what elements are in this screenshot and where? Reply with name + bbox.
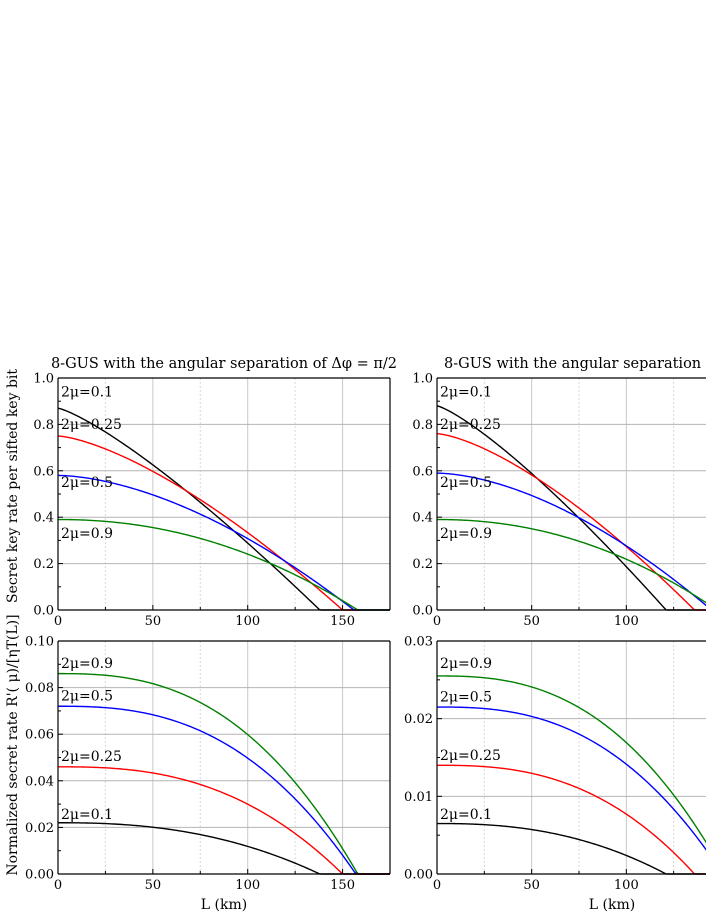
series-line-4 [437, 822, 706, 875]
series-line-3 [437, 472, 706, 607]
series-label-2: 2μ=0.5 [61, 688, 113, 704]
series-label-4: 2μ=0.1 [440, 807, 492, 823]
x-tick-label: 0 [54, 614, 62, 629]
series-line-2 [58, 705, 390, 875]
axes-frame [436, 377, 706, 611]
y-tick-label: 0.6 [412, 464, 433, 479]
x-tick-label: 100 [614, 878, 639, 893]
series-label-4: 2μ=0.9 [61, 526, 113, 542]
y-tick-label: 0.02 [25, 821, 54, 836]
y-tick-label: 1.0 [33, 372, 54, 387]
plot-area: 2μ=0.1 2μ=0.25 2μ=0.5 2μ=0.9 [58, 377, 390, 611]
y-axis-label-bottom: Normalized secret rate R'( μ)/[ηT(L)] [5, 614, 21, 875]
x-tick-label: 150 [330, 878, 355, 893]
x-tick-label: 0 [54, 878, 62, 893]
y-tick-label: 0.06 [25, 728, 54, 743]
x-tick-label: 100 [235, 878, 260, 893]
y-tick-label: 0.8 [412, 418, 433, 433]
y-tick-label: 0.0 [33, 604, 54, 619]
series-line-1 [58, 672, 390, 875]
y-tick-label: 0.02 [404, 712, 433, 727]
series-line-3 [58, 474, 390, 611]
series-line-1 [437, 675, 706, 844]
y-tick-label: 0.03 [404, 635, 433, 650]
y-tick-label: 0.10 [25, 635, 54, 650]
series-line-4 [437, 518, 706, 604]
series-label-2: 2μ=0.5 [440, 690, 492, 706]
chart-panel-3: 2μ=0.9 2μ=0.5 2μ=0.25 2μ=0.1 0 50 100 150 0.00 0.… [25, 635, 391, 893]
y-tick-label: 0.4 [33, 511, 54, 526]
series-label-1: 2μ=0.9 [61, 656, 113, 672]
series-line-2 [58, 435, 390, 611]
axes-frame [57, 640, 391, 875]
x-tick-label: 0 [433, 878, 441, 893]
series-line-4 [58, 518, 390, 611]
series-label-1: 2μ=0.1 [440, 385, 492, 401]
x-tick-label: 50 [145, 614, 162, 629]
y-axis-label-top: Secret key rate per sifted key bit [5, 369, 21, 603]
chart-title: 8-GUS with the angular separation of Δφ … [51, 356, 397, 372]
series-line-1 [437, 405, 706, 611]
y-tick-label: 0.2 [412, 557, 433, 572]
series-label-2: 2μ=0.25 [61, 417, 122, 433]
chart-title: 8-GUS with the angular separation of Δ [444, 356, 706, 372]
y-tick-label: 0.0 [412, 604, 433, 619]
x-tick-label: 50 [523, 614, 540, 629]
y-tick-label: 0.01 [404, 790, 433, 805]
series-label-4: 2μ=0.9 [440, 526, 492, 542]
y-tick-label: 0.6 [33, 464, 54, 479]
y-tick-label: 0.4 [412, 511, 433, 526]
series-line-3 [437, 764, 706, 875]
series-label-3: 2μ=0.5 [440, 475, 492, 491]
series-label-4: 2μ=0.1 [61, 807, 113, 823]
series-line-2 [437, 432, 706, 611]
plot-area: 2μ=0.1 2μ=0.25 2μ=0.5 2μ=0.9 [437, 377, 706, 611]
series-label-3: 2μ=0.25 [440, 748, 501, 764]
chart-panel-4: 2μ=0.9 2μ=0.5 2μ=0.25 2μ=0.1 0 50 100 0.00 0.01 0… [404, 635, 706, 893]
x-tick-label: 50 [145, 878, 162, 893]
y-tick-label: 0.04 [25, 774, 54, 789]
series-label-1: 2μ=0.1 [61, 385, 113, 401]
x-tick-label: 50 [523, 878, 540, 893]
series-label-3: 2μ=0.5 [61, 475, 113, 491]
x-tick-label: 150 [330, 614, 355, 629]
series-line-3 [58, 766, 390, 875]
plot-area: 2μ=0.9 2μ=0.5 2μ=0.25 2μ=0.1 [437, 640, 706, 875]
y-tick-label: 0.00 [404, 868, 433, 883]
x-tick-label: 100 [614, 614, 639, 629]
series-label-3: 2μ=0.25 [61, 749, 122, 765]
axes-frame [57, 377, 391, 611]
series-line-4 [58, 822, 390, 875]
chart-panel-1: 2μ=0.1 2μ=0.25 2μ=0.5 2μ=0.9 0 50 100 150 0.0 0.2… [33, 356, 397, 629]
y-tick-label: 0.08 [25, 681, 54, 696]
y-tick-label: 0.2 [33, 557, 54, 572]
series-label-1: 2μ=0.9 [440, 656, 492, 672]
x-tick-label: 100 [235, 614, 260, 629]
x-tick-label: 0 [433, 614, 441, 629]
chart-panel-2: 2μ=0.1 2μ=0.25 2μ=0.5 2μ=0.9 0 50 100 0.0 0.2 0.4… [412, 356, 706, 629]
x-axis-label-right: L (km) [589, 897, 635, 913]
plot-area: 2μ=0.9 2μ=0.5 2μ=0.25 2μ=0.1 [58, 640, 390, 875]
series-line-1 [58, 407, 390, 611]
y-tick-label: 0.00 [25, 868, 54, 883]
series-label-2: 2μ=0.25 [440, 417, 501, 433]
x-axis-label-left: L (km) [201, 897, 247, 913]
series-line-2 [437, 706, 706, 851]
y-tick-label: 0.8 [33, 418, 54, 433]
y-tick-label: 1.0 [412, 372, 433, 387]
